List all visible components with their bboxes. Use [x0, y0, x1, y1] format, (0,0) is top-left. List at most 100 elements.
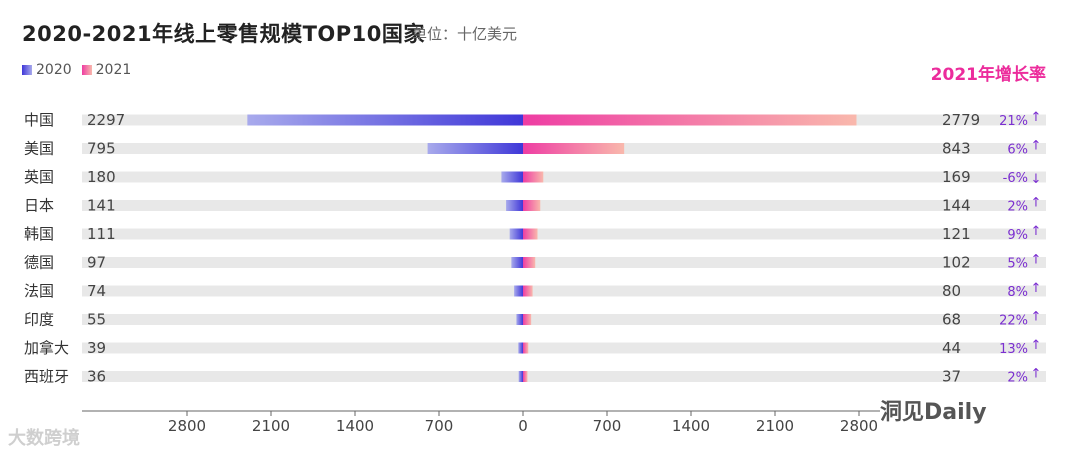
value-2020: 55 [87, 311, 106, 329]
arrow-up-icon: ↑ [1031, 253, 1042, 268]
category-label: 中国 [24, 111, 54, 129]
x-tick-label: 700 [593, 417, 622, 435]
arrow-up-icon: ↑ [1031, 110, 1042, 125]
growth-rate: 2% [1007, 371, 1028, 386]
x-tick-label: 2100 [756, 417, 794, 435]
legend-item-2021: 2021 [81, 62, 132, 78]
value-2021: 80 [942, 282, 961, 300]
value-2021: 144 [942, 197, 971, 215]
value-2020: 74 [87, 282, 106, 300]
arrow-up-icon: ↑ [1031, 139, 1042, 154]
growth-rate: 21% [999, 114, 1028, 129]
value-2021: 169 [942, 168, 971, 186]
bar-2020 [511, 257, 523, 268]
watermark-left: 大数跨境 [8, 428, 80, 449]
growth-title: 2021年增长率 [930, 65, 1046, 85]
value-2020: 39 [87, 339, 106, 357]
row-1: 中国 2297 2779 21% ↑ [24, 110, 1046, 129]
legend: 2020 2021 [22, 62, 141, 78]
row-10: 西班牙 36 37 2% ↑ [24, 367, 1046, 386]
growth-rate: 22% [999, 314, 1028, 329]
bar-2020 [516, 314, 523, 325]
category-label: 美国 [24, 140, 54, 158]
bar-2021 [523, 285, 533, 297]
row-track [82, 200, 1046, 211]
bar-2020 [427, 143, 523, 154]
category-label: 加拿大 [24, 339, 69, 357]
category-label: 德国 [24, 254, 54, 272]
legend-item-2020: 2020 [22, 62, 72, 78]
category-label: 法国 [24, 282, 54, 300]
value-2021: 102 [942, 254, 971, 272]
bar-2021 [523, 371, 528, 382]
bar-2020 [247, 114, 524, 126]
legend-swatch-2020 [22, 65, 32, 75]
growth-rate: 2% [1007, 200, 1028, 215]
category-label: 西班牙 [24, 368, 69, 386]
x-tick-label: 1400 [336, 417, 374, 435]
growth-rate: 9% [1007, 228, 1028, 243]
row-6: 德国 97 102 5% ↑ [24, 253, 1046, 272]
bar-2021 [523, 143, 625, 154]
unit-label: 单位：十亿美元 [412, 25, 518, 43]
x-tick-label: 1400 [672, 417, 710, 435]
value-2021: 121 [942, 225, 971, 243]
legend-label-2020: 2020 [36, 62, 72, 78]
bar-2020 [518, 371, 523, 382]
category-label: 英国 [24, 168, 54, 186]
chart-title: 2020-2021年线上零售规模TOP10国家 [22, 22, 425, 46]
bar-2021 [523, 200, 541, 211]
row-7: 法国 74 80 8% ↑ [24, 281, 1046, 300]
growth-rate: 5% [1007, 257, 1028, 272]
arrow-up-icon: ↑ [1031, 224, 1042, 239]
value-2020: 2297 [87, 111, 125, 129]
bar-2021 [523, 228, 538, 240]
category-label: 日本 [24, 197, 54, 215]
row-track [82, 314, 1046, 325]
value-2021: 2779 [942, 111, 980, 129]
arrow-up-icon: ↑ [1031, 338, 1042, 353]
arrow-down-icon: ↓ [1031, 172, 1042, 187]
bar-2021 [523, 257, 536, 268]
value-2020: 141 [87, 197, 116, 215]
growth-rate: 6% [1007, 143, 1028, 158]
value-2021: 37 [942, 368, 961, 386]
arrow-up-icon: ↑ [1031, 196, 1042, 211]
value-2020: 111 [87, 225, 116, 243]
row-5: 韩国 111 121 9% ↑ [24, 224, 1046, 243]
row-3: 英国 180 169 -6% ↓ [24, 168, 1046, 187]
watermark-right: 洞见Daily [880, 400, 987, 425]
row-2: 美国 795 843 6% ↑ [24, 139, 1046, 158]
arrow-up-icon: ↑ [1031, 310, 1042, 325]
value-2021: 68 [942, 311, 961, 329]
row-9: 加拿大 39 44 13% ↑ [24, 338, 1046, 357]
bar-2021 [523, 314, 532, 325]
growth-rate: 8% [1007, 285, 1028, 300]
bar-2020 [509, 228, 523, 240]
row-track [82, 342, 1046, 354]
arrow-up-icon: ↑ [1031, 367, 1042, 382]
growth-rate: -6% [1003, 171, 1028, 186]
x-tick-label: 700 [425, 417, 454, 435]
value-2020: 795 [87, 140, 116, 158]
bar-2021 [523, 171, 544, 183]
row-track [82, 285, 1046, 297]
row-track [82, 228, 1046, 240]
legend-swatch-2021 [81, 65, 92, 75]
x-tick-label: 2100 [252, 417, 290, 435]
bar-2020 [518, 342, 523, 354]
bar-2020 [506, 200, 523, 211]
bar-2020 [501, 171, 523, 183]
row-8: 印度 55 68 22% ↑ [24, 310, 1046, 329]
growth-rate: 13% [999, 342, 1028, 357]
category-label: 印度 [24, 311, 54, 329]
value-2021: 44 [942, 339, 961, 357]
legend-label-2021: 2021 [95, 62, 132, 78]
x-tick-label: 0 [518, 417, 528, 435]
bar-2021 [523, 114, 857, 126]
row-track [82, 371, 1046, 382]
arrow-up-icon: ↑ [1031, 281, 1042, 296]
x-tick-label: 2800 [840, 417, 878, 435]
value-2020: 36 [87, 368, 106, 386]
